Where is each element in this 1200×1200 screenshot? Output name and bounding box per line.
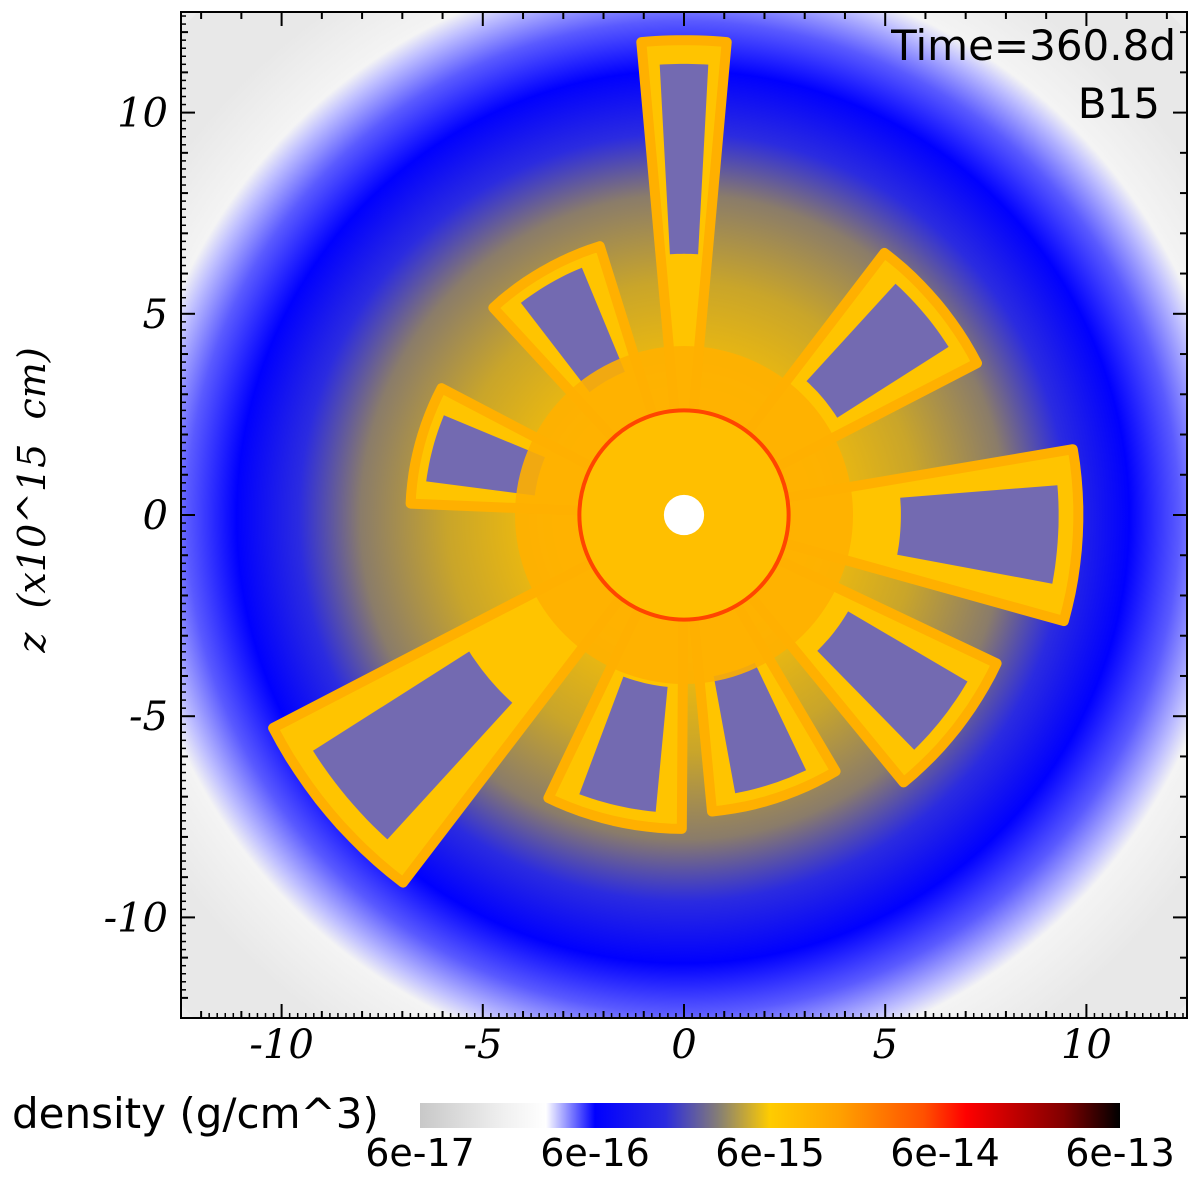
x-tick-label: -10 xyxy=(249,1022,313,1068)
plume-cavity xyxy=(897,485,1059,584)
colorbar-tick-label: 6e-16 xyxy=(540,1131,650,1175)
y-tick-label: 0 xyxy=(143,493,168,539)
plume-cavity xyxy=(426,415,545,496)
plume-cavity xyxy=(806,283,949,418)
plume-cavity xyxy=(579,676,668,812)
x-tick-label: 5 xyxy=(872,1022,897,1068)
plume xyxy=(636,35,732,520)
plume xyxy=(679,444,1084,627)
plume-cavity xyxy=(520,267,625,393)
colorbar xyxy=(420,1103,1120,1128)
x-tick-labels: -10 -5 0 5 10 xyxy=(249,1022,1111,1068)
colorbar-tick-label: 6e-15 xyxy=(715,1131,825,1175)
y-tick-label: 10 xyxy=(117,91,168,137)
plumes-layer xyxy=(268,35,1084,888)
y-axis-label: z (x10^15 cm) xyxy=(10,347,54,653)
y-tick-label: 5 xyxy=(143,292,168,338)
x-tick-label: 10 xyxy=(1061,1022,1112,1068)
y-tick-labels: 10 5 0 -5 -10 xyxy=(104,91,168,942)
y-tick-label: -5 xyxy=(129,694,168,740)
colorbar-tick-label: 6e-14 xyxy=(890,1131,1000,1175)
central-sphere xyxy=(663,494,705,536)
colorbar-label: density (g/cm^3) xyxy=(12,1089,379,1138)
x-tick-label: 0 xyxy=(671,1022,696,1068)
colorbar-tick-label: 6e-17 xyxy=(365,1131,475,1175)
plume-cavity xyxy=(659,63,709,255)
y-tick-label: -10 xyxy=(104,895,168,941)
plume-cavity xyxy=(713,662,807,794)
x-tick-label: -5 xyxy=(463,1022,502,1068)
plume-cavity xyxy=(313,651,513,840)
plume-body xyxy=(636,35,732,520)
time-annotation: Time=360.8d xyxy=(890,21,1176,70)
colorbar-ticks: 6e-17 6e-16 6e-15 6e-14 6e-13 xyxy=(365,1131,1175,1175)
model-annotation: B15 xyxy=(1078,79,1160,128)
colorbar-tick-label: 6e-13 xyxy=(1065,1131,1175,1175)
ticks-layer xyxy=(181,12,1187,1018)
plume-cavity xyxy=(817,611,968,750)
